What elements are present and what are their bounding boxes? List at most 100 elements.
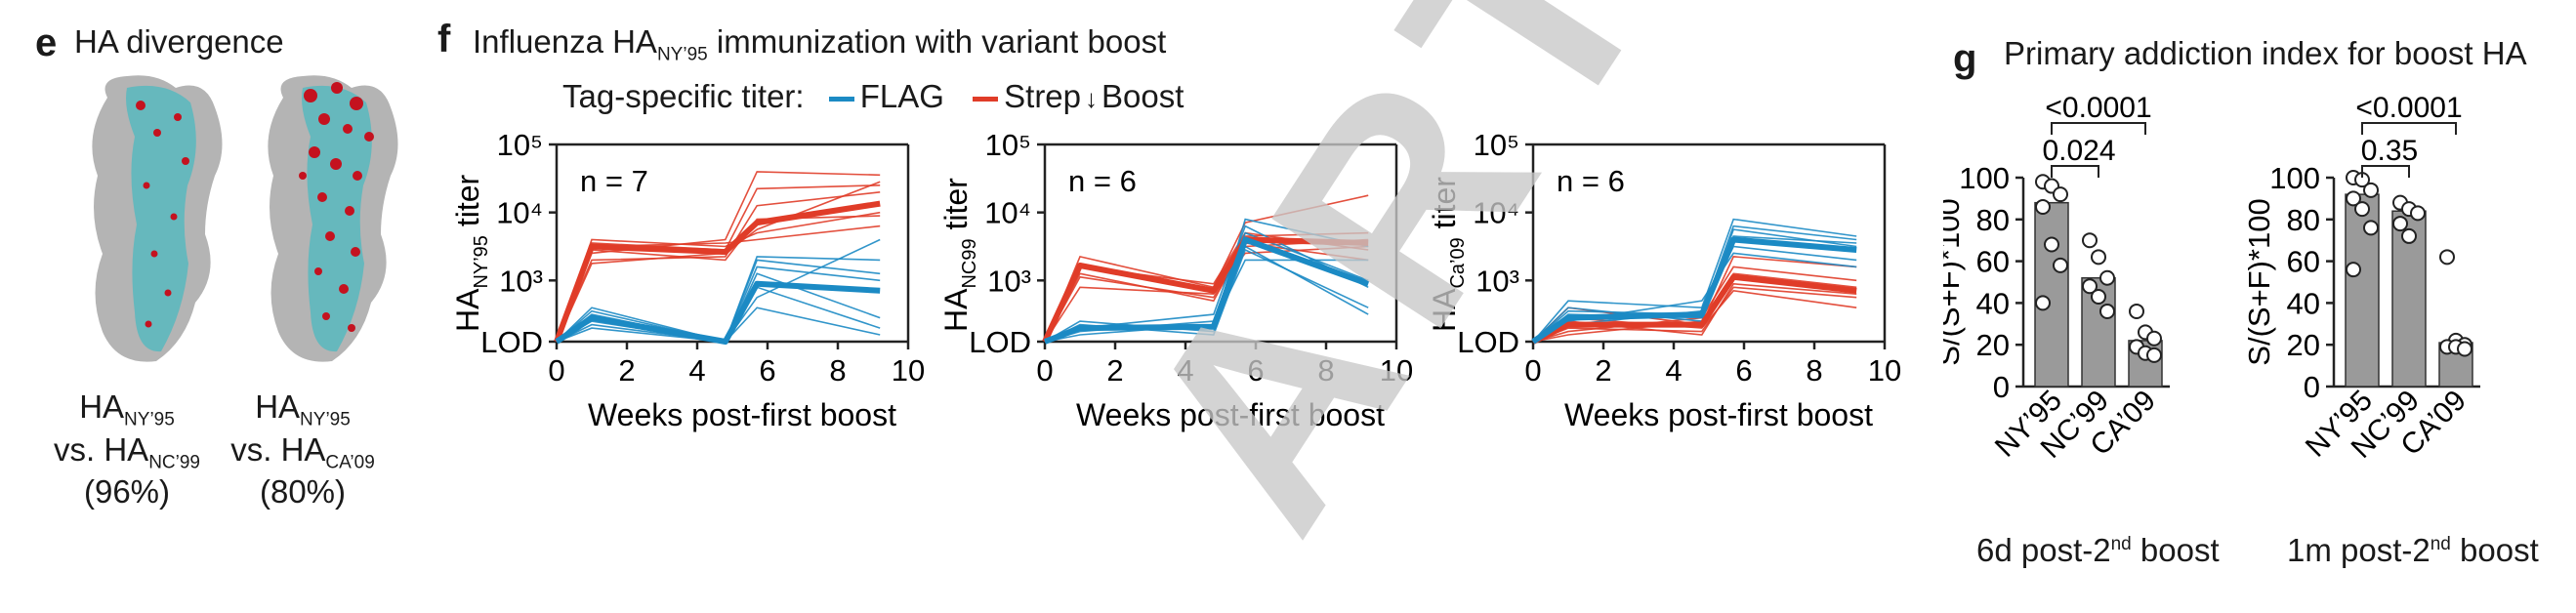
line-chart-1: LOD 10³ 10⁴ 10⁵ 0 2 4 6 8 10 Weeks post-first boos… xyxy=(450,128,925,432)
y-axis-title: HANC99 titer xyxy=(938,178,980,332)
y-tick-label: 10³ xyxy=(499,264,543,298)
y-tick-label: 10⁵ xyxy=(985,128,1031,162)
x-tick-label: 6 xyxy=(1735,353,1752,388)
panel-f-legend: Tag-specific titer: FLAG Strep ↓ Boost xyxy=(562,78,1184,115)
line-chart-2: LOD 10³ 10⁴ 10⁵ 0 2 4 6 8 10 Weeks post-first boos… xyxy=(938,128,1413,432)
strep-individual-line xyxy=(1044,238,1369,343)
strep-mean-line xyxy=(1042,236,1369,344)
y-tick-label: 40 xyxy=(2287,286,2320,320)
y-tick-label: 100 xyxy=(1959,161,2010,195)
y-tick-label: 10⁴ xyxy=(496,196,543,230)
legend-strep-swatch xyxy=(973,96,999,102)
x-tick-label: 2 xyxy=(1595,353,1611,388)
data-point xyxy=(2363,220,2379,236)
y-tick-label: 0 xyxy=(1993,370,2010,404)
ha-structure-nc99 xyxy=(92,75,223,362)
data-point xyxy=(2346,190,2361,207)
y-axis-title: HACa’09 titer xyxy=(1427,177,1469,332)
x-tick-label: 6 xyxy=(1247,353,1264,388)
data-point xyxy=(2392,216,2408,232)
data-point xyxy=(2099,303,2115,319)
data-point xyxy=(2129,303,2144,319)
significance-bracket xyxy=(2051,165,2099,178)
panel-e-letter: e xyxy=(35,21,58,64)
data-point xyxy=(2410,205,2426,222)
data-point xyxy=(2053,257,2068,273)
data-point xyxy=(2044,236,2059,253)
y-axis-title: S/(S+F)*100 xyxy=(1943,198,1966,365)
panel-g-bar-charts: 020406080100S/(S+F)*100NY’95NC’99CA’09<0… xyxy=(1943,92,2480,465)
data-point xyxy=(2401,227,2417,244)
panel-f-title: Influenza HANY’95 immunization with vari… xyxy=(473,23,1167,65)
flag-mean-line xyxy=(1531,236,1857,345)
x-tick-label: 10 xyxy=(1868,353,1901,388)
data-point xyxy=(2091,249,2106,266)
n-label: n = 6 xyxy=(1068,164,1137,198)
legend-boost-label: Boost xyxy=(1101,78,1184,114)
panel-f-letter: f xyxy=(437,18,451,61)
x-tick-label: 10 xyxy=(892,353,925,388)
data-point xyxy=(2346,262,2361,278)
x-tick-label: 4 xyxy=(688,353,705,388)
bar-chart-1: 020406080100S/(S+F)*100NY’95NC’99CA’09<0… xyxy=(1943,92,2170,465)
y-tick-label: LOD xyxy=(480,325,543,359)
significance-bracket xyxy=(2051,122,2146,135)
x-tick-label: 6 xyxy=(759,353,775,388)
bar-chart-2: 020406080100S/(S+F)*100NY’95NC’99CA’09<0… xyxy=(2242,92,2480,465)
flag-individual-line xyxy=(556,272,881,343)
n-label: n = 7 xyxy=(580,164,648,198)
x-tick-label: 4 xyxy=(1665,353,1682,388)
y-tick-label: 10⁴ xyxy=(984,196,1031,230)
y-tick-label: 0 xyxy=(2304,370,2320,404)
x-tick-label: 10 xyxy=(1380,353,1413,388)
x-tick-label: 0 xyxy=(1524,353,1541,388)
protein1-caption: HANY’95 vs. HANC’99 (96%) xyxy=(54,388,200,511)
flag-individual-line xyxy=(556,286,881,343)
flag-mean-line xyxy=(555,280,881,345)
p-value-label: 0.35 xyxy=(2361,135,2418,167)
data-point xyxy=(2082,232,2098,249)
strep-mean-line xyxy=(554,200,881,344)
ha-structures-figure xyxy=(92,75,398,362)
legend-flag-label: FLAG xyxy=(859,78,944,114)
legend-strep-label: Strep xyxy=(1004,78,1082,114)
data-point xyxy=(2035,198,2051,215)
data-point xyxy=(2354,201,2370,218)
panel-g-title: Primary addiction index for boost HA xyxy=(2004,35,2527,71)
y-tick-label: 80 xyxy=(2287,203,2320,237)
flag-individual-line xyxy=(556,266,881,343)
data-point xyxy=(2053,186,2068,203)
data-point xyxy=(2146,330,2162,347)
y-axis-title: HANY’95 titer xyxy=(450,174,492,332)
strep-individual-line xyxy=(556,191,881,343)
strep-individual-line xyxy=(1532,266,1857,343)
data-point xyxy=(2091,288,2106,305)
x-tick-label: 8 xyxy=(1317,353,1334,388)
x-tick-label: 8 xyxy=(1806,353,1822,388)
flag-individual-line xyxy=(1044,218,1369,343)
legend-prefix: Tag-specific titer: xyxy=(562,78,805,114)
y-tick-label: 10⁵ xyxy=(1474,128,1519,162)
significance-bracket xyxy=(2361,165,2410,178)
g2-caption: 1m post-2nd boost xyxy=(2287,532,2539,568)
line-chart-3: LOD 10³ 10⁴ 10⁵ 0 2 4 6 8 10 Weeks post-first boos… xyxy=(1427,128,1901,432)
data-point xyxy=(2439,249,2455,266)
y-tick-label: 60 xyxy=(1976,245,2010,279)
strep-mean-line xyxy=(1531,273,1857,345)
y-tick-label: 10³ xyxy=(1475,264,1519,298)
x-axis-title: Weeks post-first boost xyxy=(588,397,896,432)
x-axis-title: Weeks post-first boost xyxy=(1564,397,1873,432)
panel-f-line-charts: LOD 10³ 10⁴ 10⁵ 0 2 4 6 8 10 Weeks post-first boos… xyxy=(450,128,1901,432)
strep-individual-line xyxy=(1044,245,1369,343)
flag-individual-line xyxy=(1044,245,1369,343)
p-value-label: <0.0001 xyxy=(2355,92,2462,124)
x-tick-label: 8 xyxy=(829,353,846,388)
x-tick-label: 2 xyxy=(618,353,635,388)
data-point xyxy=(2035,295,2051,311)
bar xyxy=(2034,201,2069,388)
x-tick-label: 2 xyxy=(1106,353,1123,388)
y-tick-label: 40 xyxy=(1976,286,2010,320)
x-tick-label: 0 xyxy=(1036,353,1053,388)
data-point xyxy=(2146,347,2162,363)
n-label: n = 6 xyxy=(1557,164,1625,198)
